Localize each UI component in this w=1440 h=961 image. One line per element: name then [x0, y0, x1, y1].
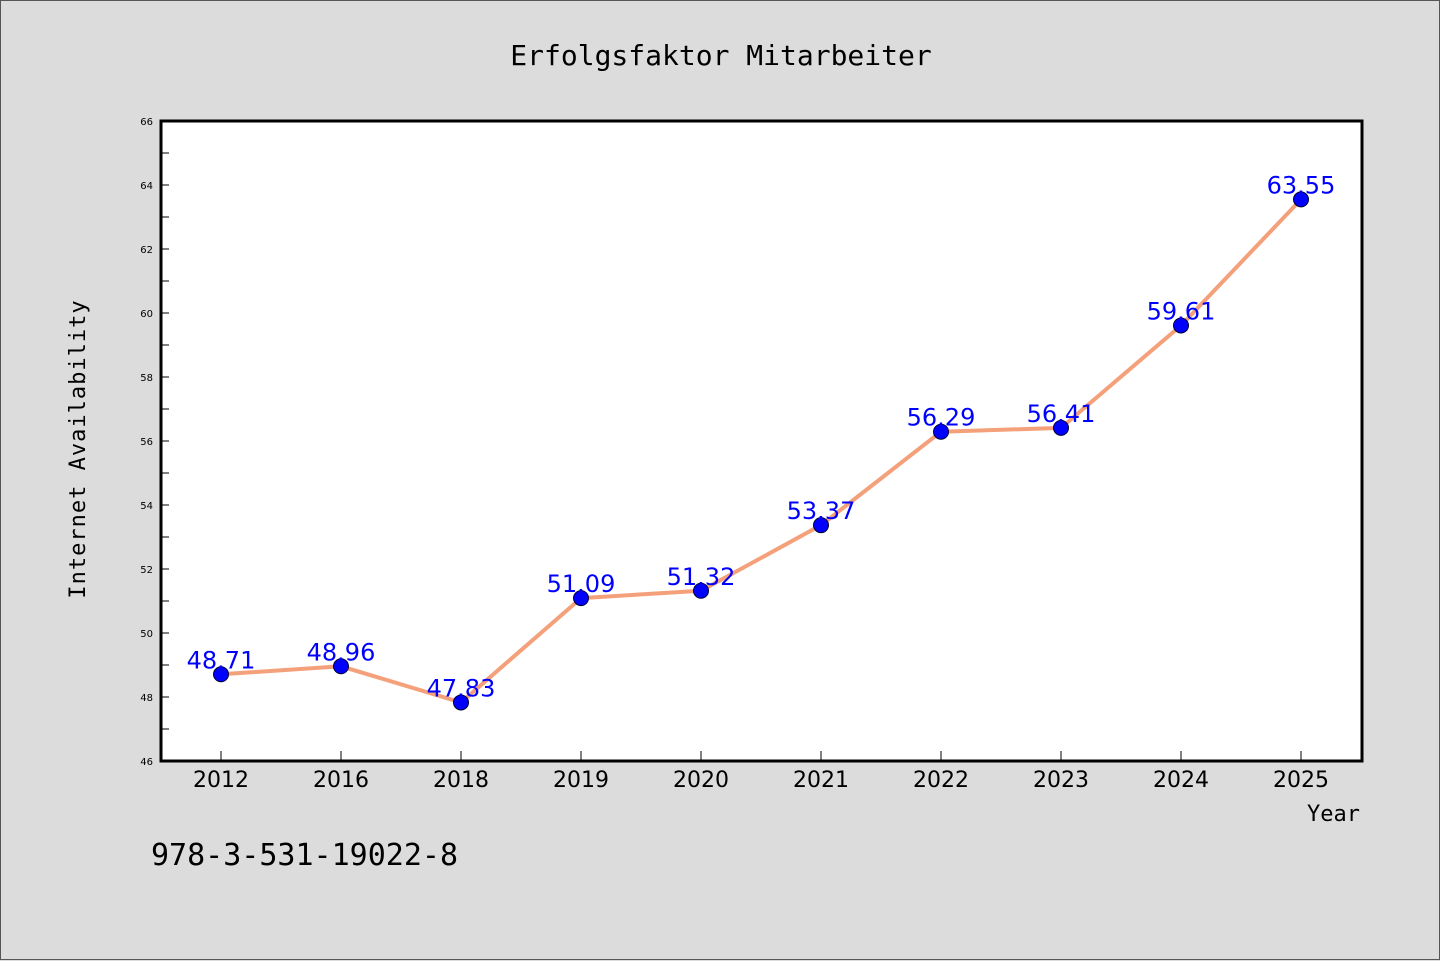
data-label: 48.96: [307, 638, 376, 666]
data-label: 48.71: [187, 646, 256, 674]
chart-title: Erfolgsfaktor Mitarbeiter: [510, 39, 931, 72]
y-tick-label: 52: [140, 565, 153, 576]
data-point: [813, 517, 829, 534]
y-tick-label: 58: [140, 373, 153, 384]
data-point: [1173, 317, 1189, 334]
y-tick-label: 50: [140, 629, 153, 640]
y-tick-label: 48: [140, 693, 153, 704]
data-point: [1293, 191, 1309, 208]
x-tick-label: 2012: [193, 768, 249, 793]
x-tick-label: 2019: [553, 768, 609, 793]
data-point: [933, 423, 949, 440]
data-label: 56.29: [907, 404, 976, 432]
x-tick-label: 2020: [673, 768, 729, 793]
data-label: 56.41: [1027, 400, 1096, 428]
x-tick-label: 2025: [1273, 768, 1329, 793]
data-point: [693, 582, 709, 599]
series-line: [219, 197, 1303, 705]
x-tick-label: 2021: [793, 768, 849, 793]
x-axis: 2012 2016 2018 2019 2020 2021 2022 2023 2024 2025: [193, 751, 1329, 793]
data-label: 63.55: [1267, 171, 1336, 199]
data-labels: 48.71 48.96 47.83 51.09 51.32 53.37 56.29 56.41…: [187, 171, 1336, 702]
data-label: 51.09: [547, 570, 616, 598]
data-label: 51.32: [667, 563, 736, 591]
data-label: 53.37: [787, 497, 856, 525]
data-point: [453, 694, 469, 711]
y-axis-label: Internet Availability: [66, 299, 91, 598]
data-point: [213, 666, 229, 683]
data-point: [573, 590, 589, 607]
y-axis: 46 48 50 52 54 56 58 60 62 64 66: [140, 117, 169, 768]
series-group: [213, 191, 1309, 711]
data-point: [1053, 419, 1069, 436]
y-tick-label: 60: [140, 309, 153, 320]
y-tick-label: 66: [140, 117, 153, 128]
x-tick-label: 2024: [1153, 768, 1209, 793]
x-tick-label: 2023: [1033, 768, 1089, 793]
x-tick-label: 2022: [913, 768, 969, 793]
y-tick-label: 56: [140, 437, 153, 448]
plot-area: [159, 119, 1364, 763]
y-tick-label: 64: [140, 181, 153, 192]
x-tick-label: 2018: [433, 768, 489, 793]
data-label: 47.83: [427, 674, 496, 702]
footnote-isbn: 978-3-531-19022-8: [151, 838, 458, 873]
y-tick-label: 54: [140, 501, 153, 512]
x-axis-label: Year: [1307, 802, 1360, 827]
data-point: [333, 658, 349, 675]
y-tick-label: 62: [140, 245, 153, 256]
x-tick-label: 2016: [313, 768, 369, 793]
data-label: 59.61: [1147, 297, 1216, 325]
y-tick-label: 46: [140, 757, 153, 768]
